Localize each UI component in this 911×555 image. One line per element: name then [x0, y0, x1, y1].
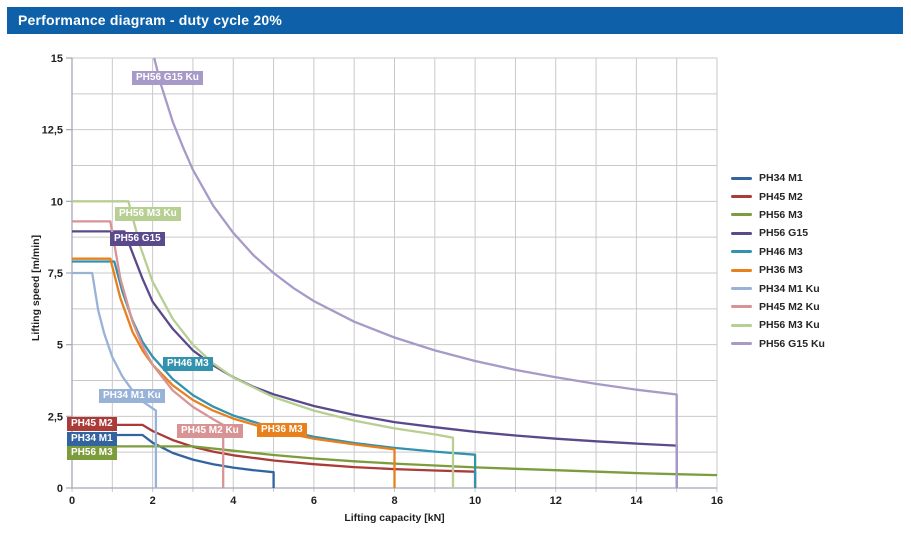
x-tick-label: 8: [391, 495, 397, 507]
curve-label-ph45-m2-ku: PH45 M2 Ku: [177, 424, 243, 438]
legend-swatch: [731, 323, 752, 327]
curve-label-ph46-m3: PH46 M3: [163, 357, 213, 371]
x-tick-label: 2: [150, 495, 156, 507]
y-tick-label: 5: [57, 340, 63, 352]
y-tick-label: 7,5: [48, 268, 63, 280]
title-bar: Performance diagram - duty cycle 20%: [7, 7, 903, 34]
legend-swatch: [731, 287, 752, 291]
legend-label: PH56 M3 Ku: [759, 319, 820, 332]
y-tick-label: 10: [51, 196, 63, 208]
legend-item: PH34 M1 Ku: [731, 279, 825, 297]
legend-item: PH36 M3: [731, 261, 825, 279]
curve-label-ph56-m3-ku: PH56 M3 Ku: [115, 207, 181, 221]
legend-swatch: [731, 268, 752, 272]
legend-label: PH56 M3: [759, 208, 803, 221]
legend-swatch: [731, 342, 752, 346]
legend-item: PH34 M1: [731, 169, 825, 187]
series-line-ph36-m3: [72, 257, 396, 488]
y-axis-title: Lifting speed [m/min]: [30, 234, 42, 342]
series-line-ph56-g15-ku: [153, 57, 678, 488]
legend-item: PH46 M3: [731, 243, 825, 261]
legend-item: PH56 G15 Ku: [731, 335, 825, 353]
legend-swatch: [731, 213, 752, 217]
legend-label: PH56 G15 Ku: [759, 337, 825, 350]
series-line-ph56-g15: [72, 230, 678, 488]
chart-title: Performance diagram - duty cycle 20%: [18, 12, 282, 28]
legend-item: PH56 M3: [731, 206, 825, 224]
legend-swatch: [731, 176, 752, 180]
series-line-ph56-m3-ku: [72, 200, 455, 488]
x-tick-label: 16: [711, 495, 723, 507]
legend: PH34 M1 PH45 M2 PH56 M3 PH56 G15 PH46 M3 PH36…: [731, 169, 825, 353]
curve-label-ph34-m1: PH34 M1: [67, 432, 117, 446]
x-tick-label: 10: [469, 495, 481, 507]
y-tick-label: 0: [57, 483, 63, 495]
legend-label: PH34 M1 Ku: [759, 282, 820, 295]
x-tick-label: 4: [230, 495, 237, 507]
legend-label: PH34 M1: [759, 172, 803, 185]
series-line-ph45-m2-ku: [72, 220, 225, 488]
legend-swatch: [731, 305, 752, 309]
curve-label-ph34-m1-ku: PH34 M1 Ku: [99, 389, 165, 403]
curve-label-ph45-m2: PH45 M2: [67, 417, 117, 431]
x-tick-label: 6: [311, 495, 317, 507]
legend-swatch: [731, 195, 752, 199]
series-line-ph34-m1-ku: [72, 271, 158, 488]
series-line-ph34-m1: [72, 433, 275, 488]
x-tick-label: 14: [630, 495, 643, 507]
legend-label: PH56 G15: [759, 227, 809, 240]
y-tick-label: 2,5: [48, 411, 63, 423]
curve-label-ph56-g15: PH56 G15: [110, 232, 165, 246]
y-tick-label: 15: [51, 53, 63, 65]
legend-swatch: [731, 250, 752, 254]
legend-item: PH45 M2 Ku: [731, 298, 825, 316]
x-tick-label: 12: [550, 495, 562, 507]
legend-label: PH45 M2: [759, 190, 803, 203]
legend-label: PH45 M2 Ku: [759, 300, 820, 313]
curve-label-ph56-m3: PH56 M3: [67, 446, 117, 460]
legend-label: PH36 M3: [759, 264, 803, 277]
legend-item: PH45 M2: [731, 187, 825, 205]
series-line-ph56-m3: [72, 445, 718, 477]
curve-label-ph36-m3: PH36 M3: [257, 423, 307, 437]
x-axis-title: Lifting capacity [kN]: [344, 512, 445, 524]
y-tick-label: 12,5: [42, 125, 63, 137]
curve-label-ph56-g15-ku: PH56 G15 Ku: [132, 71, 203, 85]
legend-item: PH56 G15: [731, 224, 825, 242]
legend-swatch: [731, 231, 752, 235]
legend-item: PH56 M3 Ku: [731, 316, 825, 334]
x-tick-label: 0: [69, 495, 75, 507]
legend-label: PH46 M3: [759, 245, 803, 258]
